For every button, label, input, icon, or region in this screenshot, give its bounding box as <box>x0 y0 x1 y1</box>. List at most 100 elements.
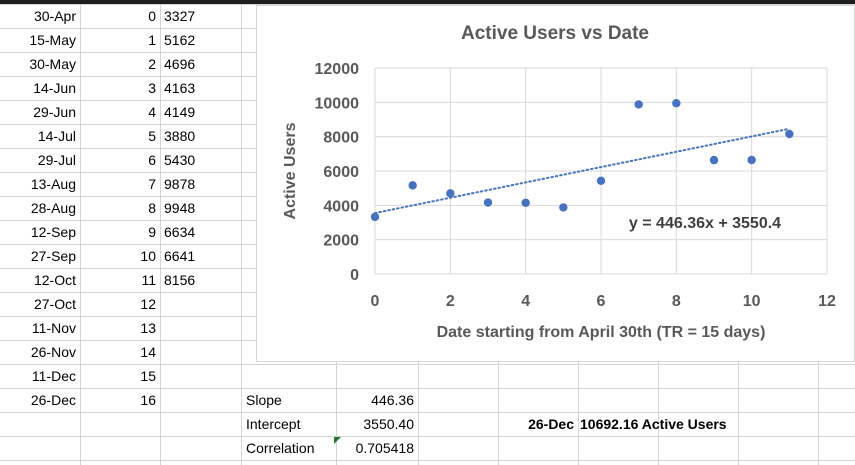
data-point <box>672 99 681 108</box>
intercept-label[interactable]: Intercept <box>246 416 301 432</box>
row-gridline <box>0 412 855 413</box>
row-gridline <box>0 4 855 5</box>
index-cell[interactable]: 16 <box>140 392 156 408</box>
data-point <box>408 181 417 190</box>
users-cell[interactable]: 3327 <box>164 8 196 24</box>
data-point <box>785 129 794 139</box>
trendline-equation: y = 446.36x + 3550.4 <box>629 215 781 232</box>
error-indicator-icon <box>334 437 341 444</box>
date-cell[interactable]: 27-Oct <box>33 296 76 312</box>
index-cell[interactable]: 5 <box>148 128 156 144</box>
date-cell[interactable]: 30-Apr <box>33 8 76 24</box>
date-cell[interactable]: 14-Jun <box>33 80 76 96</box>
chart-svg: 0 2000 4000 6000 8000 10000 12000 0 2 4 6 8 10 12 Acti… <box>282 23 836 341</box>
date-cell[interactable]: 14-Jul <box>37 128 76 144</box>
data-point <box>559 203 568 212</box>
prediction-text[interactable]: 10692.16 Active Users <box>580 416 727 432</box>
y-tick-label: 12000 <box>315 61 360 78</box>
users-cell[interactable] <box>164 316 238 340</box>
users-cell[interactable]: 4696 <box>164 56 196 72</box>
slope-label[interactable]: Slope <box>246 392 282 408</box>
data-point <box>634 100 643 109</box>
row-gridline <box>0 364 855 365</box>
index-cell[interactable]: 6 <box>148 152 156 168</box>
users-cell[interactable]: 8156 <box>164 272 196 288</box>
users-cell[interactable]: 5162 <box>164 32 196 48</box>
y-tick-label: 4000 <box>323 198 359 215</box>
index-cell[interactable]: 15 <box>140 368 156 384</box>
y-tick-label: 2000 <box>323 233 359 250</box>
index-cell[interactable]: 7 <box>148 176 156 192</box>
users-cell[interactable] <box>164 340 238 364</box>
date-cell[interactable]: 28-Aug <box>30 200 76 216</box>
date-cell[interactable]: 26-Nov <box>30 344 76 360</box>
date-cell[interactable]: 26-Dec <box>30 392 76 408</box>
data-point <box>596 176 606 185</box>
index-cell[interactable]: 11 <box>141 272 156 288</box>
slope-value[interactable]: 446.36 <box>371 392 414 408</box>
x-tick-label: 0 <box>371 293 380 310</box>
users-cell[interactable]: 4149 <box>164 104 196 120</box>
date-cell[interactable]: 15-May <box>29 32 76 48</box>
data-point <box>483 198 493 207</box>
index-cell[interactable]: 9 <box>148 224 156 240</box>
date-cell[interactable]: 29-Jun <box>33 104 76 120</box>
correlation-value[interactable]: 0.705418 <box>355 440 414 456</box>
row-gridline <box>0 388 855 389</box>
users-cell[interactable]: 6641 <box>164 248 196 264</box>
date-cell[interactable]: 12-Sep <box>30 224 76 240</box>
index-cell[interactable]: 8 <box>148 200 156 216</box>
x-tick-label: 6 <box>597 293 606 310</box>
data-point <box>521 198 530 207</box>
data-point <box>709 155 719 165</box>
index-cell[interactable]: 12 <box>140 296 156 312</box>
column-gridline <box>160 0 161 465</box>
x-tick-label: 2 <box>446 293 455 310</box>
users-cell[interactable]: 5430 <box>164 152 196 168</box>
date-cell[interactable]: 11-Nov <box>31 320 76 336</box>
index-cell[interactable]: 13 <box>140 320 156 336</box>
users-cell[interactable] <box>164 292 238 316</box>
trendline <box>374 127 791 215</box>
index-cell[interactable]: 2 <box>148 56 156 72</box>
date-cell[interactable]: 12-Oct <box>33 272 76 288</box>
row-gridline <box>0 460 855 461</box>
x-tick-label: 10 <box>743 293 761 310</box>
scatter-chart[interactable]: 0 2000 4000 6000 8000 10000 12000 0 2 4 6 8 10 12 Acti… <box>256 5 855 362</box>
intercept-value[interactable]: 3550.40 <box>363 416 414 432</box>
y-axis-label: Active Users <box>282 122 299 219</box>
column-gridline <box>241 0 242 465</box>
data-point <box>370 212 380 222</box>
date-cell[interactable]: 27-Sep <box>30 248 76 264</box>
x-tick-label: 8 <box>672 293 681 310</box>
index-cell[interactable]: 3 <box>148 80 156 96</box>
y-tick-label: 6000 <box>323 164 359 181</box>
index-cell[interactable]: 14 <box>140 344 156 360</box>
date-cell[interactable]: 13-Aug <box>30 176 76 192</box>
x-tick-label: 12 <box>818 293 836 310</box>
data-point <box>446 189 455 198</box>
y-tick-label: 0 <box>350 267 359 284</box>
users-cell[interactable]: 9878 <box>164 176 196 192</box>
index-cell[interactable]: 10 <box>140 248 156 264</box>
users-cell[interactable]: 4163 <box>164 80 196 96</box>
toolbar-edge <box>0 0 855 4</box>
index-cell[interactable]: 0 <box>148 8 156 24</box>
date-cell[interactable]: 29-Jul <box>37 152 76 168</box>
users-cell[interactable]: 3880 <box>164 128 196 144</box>
date-cell[interactable]: 11-Dec <box>31 368 76 384</box>
index-cell[interactable]: 1 <box>148 32 156 48</box>
date-cell[interactable]: 30-May <box>29 56 76 72</box>
chart-title: Active Users vs Date <box>461 23 649 44</box>
row-gridline <box>0 436 855 437</box>
users-cell[interactable] <box>164 364 238 388</box>
users-cell[interactable] <box>164 388 238 412</box>
correlation-label[interactable]: Correlation <box>246 440 315 456</box>
users-cell[interactable]: 6634 <box>164 224 196 240</box>
data-point <box>747 155 756 165</box>
index-cell[interactable]: 4 <box>148 104 156 120</box>
column-gridline <box>80 0 81 465</box>
x-tick-label: 4 <box>521 293 530 310</box>
users-cell[interactable]: 9948 <box>164 200 196 216</box>
prediction-date[interactable]: 26-Dec <box>528 416 574 432</box>
